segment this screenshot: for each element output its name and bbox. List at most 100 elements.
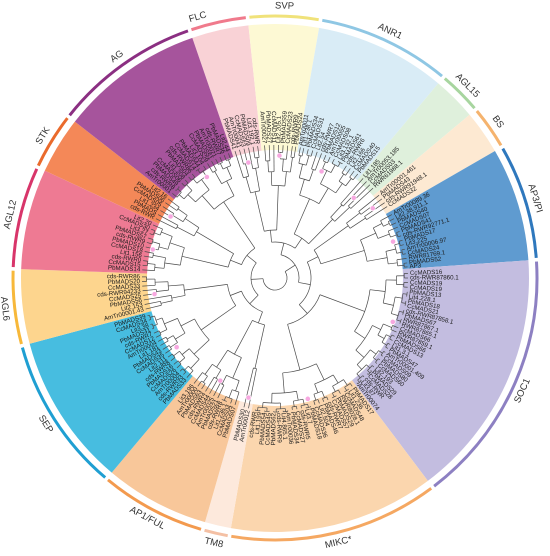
branch-line xyxy=(370,349,377,355)
leaf-label: CcMADS19 xyxy=(409,284,442,293)
branch-line xyxy=(371,365,375,368)
branch-line xyxy=(179,368,183,372)
branch-line xyxy=(204,364,213,375)
node-marker xyxy=(173,344,180,351)
branch-line xyxy=(314,383,319,393)
branch-line xyxy=(146,242,153,245)
node-marker xyxy=(350,194,357,201)
branch-line xyxy=(234,151,244,178)
branch-line xyxy=(142,289,157,292)
branch-arc xyxy=(252,167,259,170)
branch-arc xyxy=(195,168,200,172)
branch-line xyxy=(398,239,403,242)
branch-line xyxy=(156,289,169,292)
leaf-label: Lit3.192.1 xyxy=(245,117,256,146)
branch-line xyxy=(154,267,165,269)
branch-line xyxy=(162,206,174,214)
leaf-label: Lit2.153 xyxy=(120,302,144,313)
branch-line xyxy=(401,302,406,304)
branch-line xyxy=(230,290,242,296)
branch-line xyxy=(367,373,369,375)
branch-line xyxy=(167,353,173,358)
branch-line xyxy=(186,184,193,191)
branch-line xyxy=(201,383,206,390)
branch-line xyxy=(143,255,153,258)
clade-ring-anr1 xyxy=(322,18,443,78)
branch-arc xyxy=(225,396,233,400)
branch-line xyxy=(234,320,253,355)
branch-arc xyxy=(287,294,321,325)
branch-line xyxy=(181,182,186,187)
branch-arc xyxy=(375,358,379,363)
leaf-label: PbMADS34 xyxy=(289,411,300,445)
branch-line xyxy=(362,375,365,378)
node-marker xyxy=(151,291,158,298)
leaf-label: Lit1.156 xyxy=(120,249,143,260)
node-marker xyxy=(389,318,396,325)
branch-line xyxy=(313,225,349,251)
node-marker xyxy=(276,152,283,159)
branch-line xyxy=(155,334,162,338)
clade-label-agl12: AGL12 xyxy=(2,199,20,230)
branch-line xyxy=(356,382,358,385)
branch-line xyxy=(173,351,180,357)
branch-line xyxy=(159,329,168,334)
clade-sector-ap3-pi xyxy=(385,151,529,270)
branch-line xyxy=(190,359,200,369)
branch-line xyxy=(354,331,366,339)
leaf-label: CcMADS19 xyxy=(410,279,443,287)
branch-line xyxy=(337,162,341,167)
branch-arc xyxy=(293,398,304,402)
branch-arc xyxy=(299,177,310,182)
branch-arc xyxy=(149,315,152,320)
branch-arc xyxy=(213,195,235,210)
branch-arc xyxy=(194,318,210,341)
branch-line xyxy=(396,231,400,233)
leaf-label: Lit4.228.1 xyxy=(408,293,436,304)
leaf-label: PbMADS59 xyxy=(280,110,289,143)
branch-line xyxy=(157,336,167,342)
branch-arc xyxy=(313,399,319,402)
branch-line xyxy=(179,357,186,363)
branch-line xyxy=(296,391,299,401)
branch-line xyxy=(309,169,314,181)
branch-line xyxy=(207,163,214,173)
branch-arc xyxy=(356,349,371,365)
clade-label-mikc: MIKC* xyxy=(324,534,354,551)
branch-line xyxy=(188,176,192,181)
branch-line xyxy=(239,149,244,165)
branch-line xyxy=(193,339,210,355)
branch-line xyxy=(299,304,308,314)
branch-line xyxy=(180,318,195,327)
leaf-label: PbMADS52 xyxy=(409,256,442,267)
branch-line xyxy=(145,304,162,310)
branch-line xyxy=(332,385,336,392)
branch-line xyxy=(341,165,347,174)
branch-line xyxy=(172,214,184,222)
leaf-label: cds-RWR xyxy=(250,118,260,146)
branch-line xyxy=(399,310,404,313)
branch-line xyxy=(203,165,207,170)
branch-arc xyxy=(199,168,206,174)
leaf-label: AP3 xyxy=(409,262,422,270)
branch-line xyxy=(211,160,217,171)
node-marker xyxy=(217,377,224,384)
clade-label-svp: SVP xyxy=(275,0,294,12)
clade-sector-mikc xyxy=(230,380,428,532)
clade-ring-sep xyxy=(20,347,107,479)
branch-line xyxy=(322,398,325,402)
branch-line xyxy=(166,335,174,340)
branch-arc xyxy=(306,154,312,157)
branch-line xyxy=(165,202,177,211)
branch-line xyxy=(258,311,263,324)
branch-line xyxy=(223,201,256,249)
branch-line xyxy=(267,160,269,172)
branch-line xyxy=(349,170,355,178)
branch-arc xyxy=(175,186,180,191)
leaf-label: CcMADS45 xyxy=(264,412,272,445)
branch-line xyxy=(357,379,360,383)
branch-line xyxy=(307,404,309,408)
clade-sector-bs xyxy=(373,114,495,214)
branch-line xyxy=(345,178,352,187)
branch-line xyxy=(298,164,303,178)
